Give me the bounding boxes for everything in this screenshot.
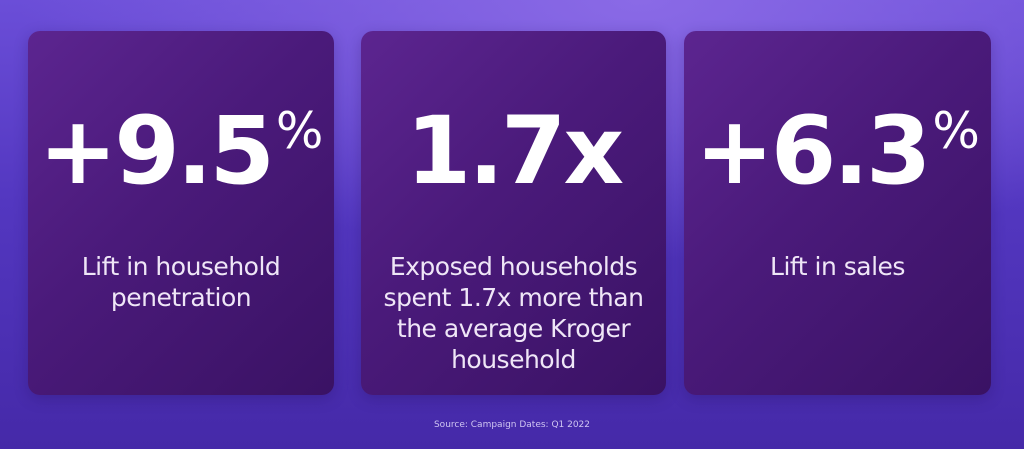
stat-description: Lift in household penetration	[81, 252, 281, 312]
stat-value: +6.3%	[684, 97, 991, 207]
percent-sign: %	[932, 102, 980, 160]
stat-value: +9.5%	[28, 97, 334, 207]
stat-number: 1.7x	[405, 97, 624, 206]
stat-description: Lift in sales	[770, 252, 905, 281]
stat-value: 1.7x	[361, 97, 666, 207]
stat-description: Exposed households spent 1.7x more than …	[383, 252, 644, 374]
percent-sign: %	[275, 102, 324, 160]
source-note: Source: Campaign Dates: Q1 2022	[433, 420, 591, 430]
stat-card-household-penetration: +9.5% Lift in household penetration	[28, 31, 334, 395]
stat-card-sales-lift: +6.3% Lift in sales	[684, 31, 991, 395]
stat-card-exposed-spend: 1.7x Exposed households spent 1.7x more …	[361, 31, 666, 395]
stat-number: +9.5	[38, 97, 275, 206]
stat-number: +6.3	[695, 97, 931, 206]
